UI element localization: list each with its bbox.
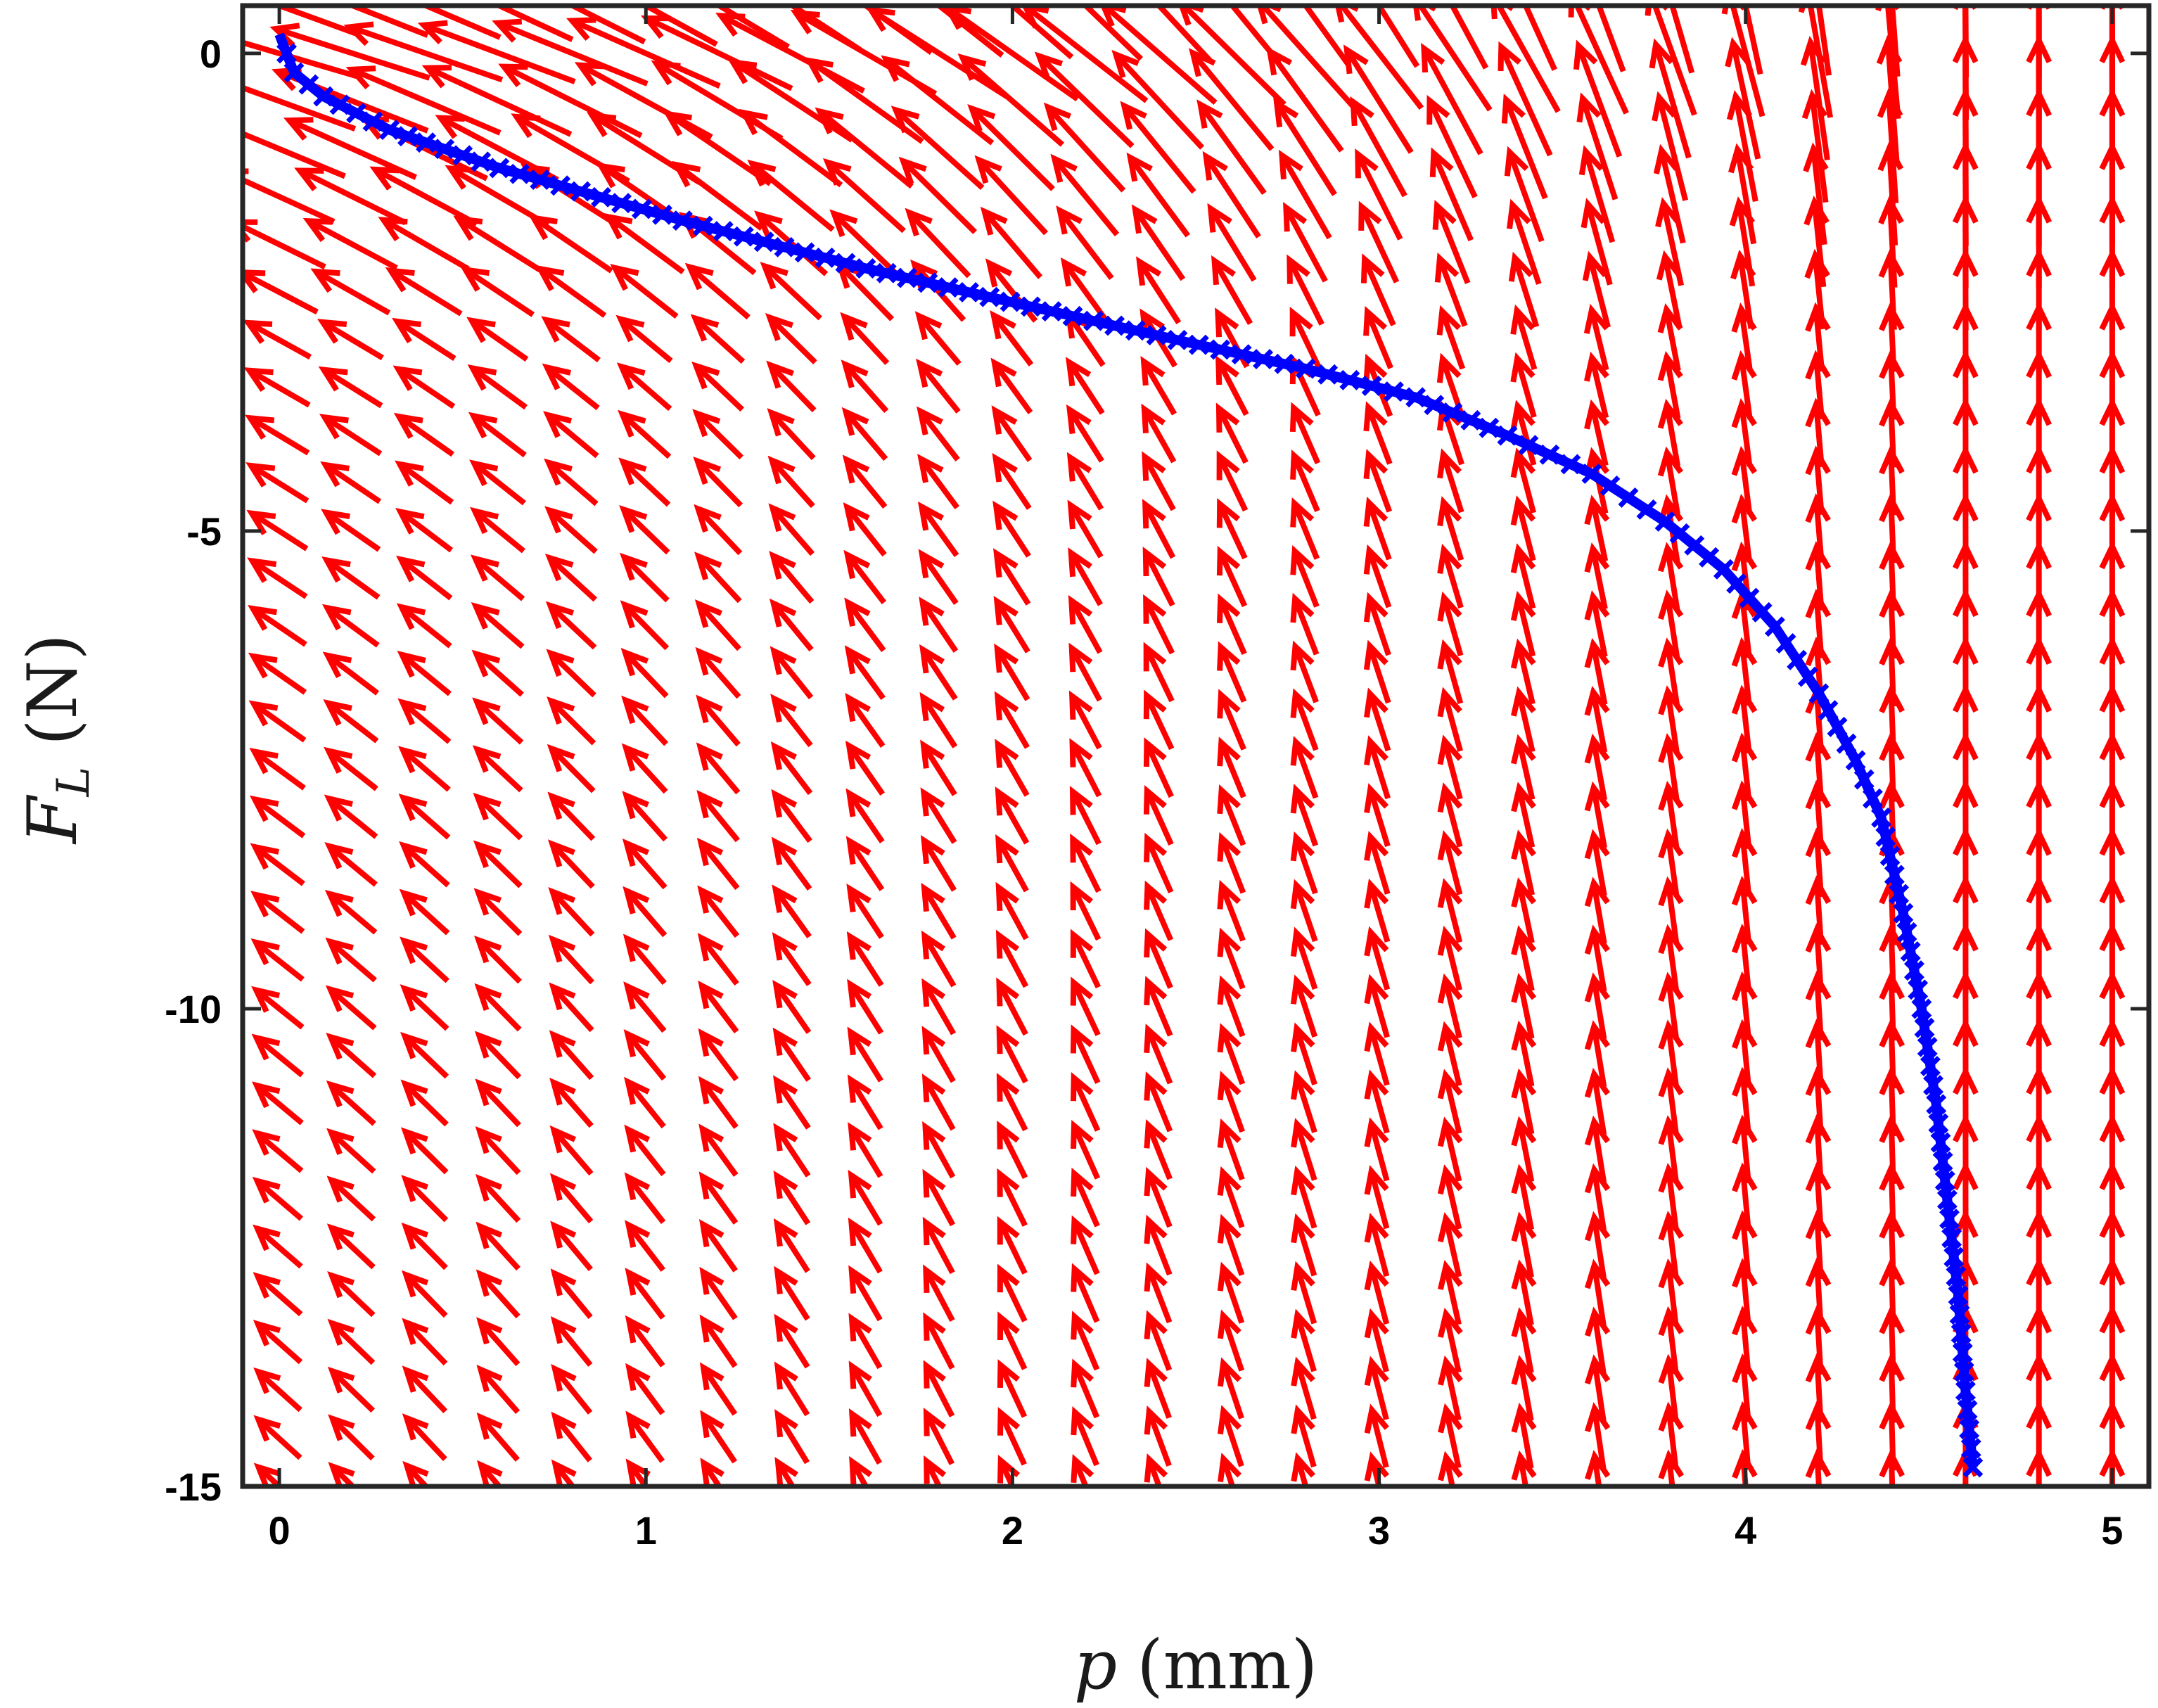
x-tick-label: 4	[1735, 1508, 1756, 1553]
y-axis-unit: (N)	[13, 634, 92, 746]
x-axis-var: p	[1074, 1626, 1117, 1704]
plot-background	[243, 6, 2149, 1486]
field-arrow-head	[214, 120, 238, 139]
x-tick-label: 3	[1368, 1508, 1390, 1553]
x-axis-unit: (mm)	[1137, 1626, 1317, 1704]
y-axis-var: F	[13, 794, 92, 845]
field-arrow-shaft	[1965, 0, 1966, 77]
y-axis-label: FL (N)	[13, 634, 100, 845]
y-tick-label: 0	[200, 32, 222, 76]
y-tick-label: -5	[186, 509, 222, 554]
y-axis-subscript: L	[48, 767, 100, 798]
x-tick-label: 5	[2101, 1508, 2123, 1553]
x-tick-label: 1	[635, 1508, 657, 1553]
x-tick-label: 2	[1002, 1508, 1023, 1553]
x-tick-label: 0	[269, 1508, 290, 1553]
y-tick-label: -10	[165, 987, 222, 1031]
x-axis-label: p (mm)	[1074, 1626, 1317, 1704]
y-tick-label: -15	[165, 1465, 222, 1509]
y-axis-label-group: FL (N)	[13, 634, 100, 845]
